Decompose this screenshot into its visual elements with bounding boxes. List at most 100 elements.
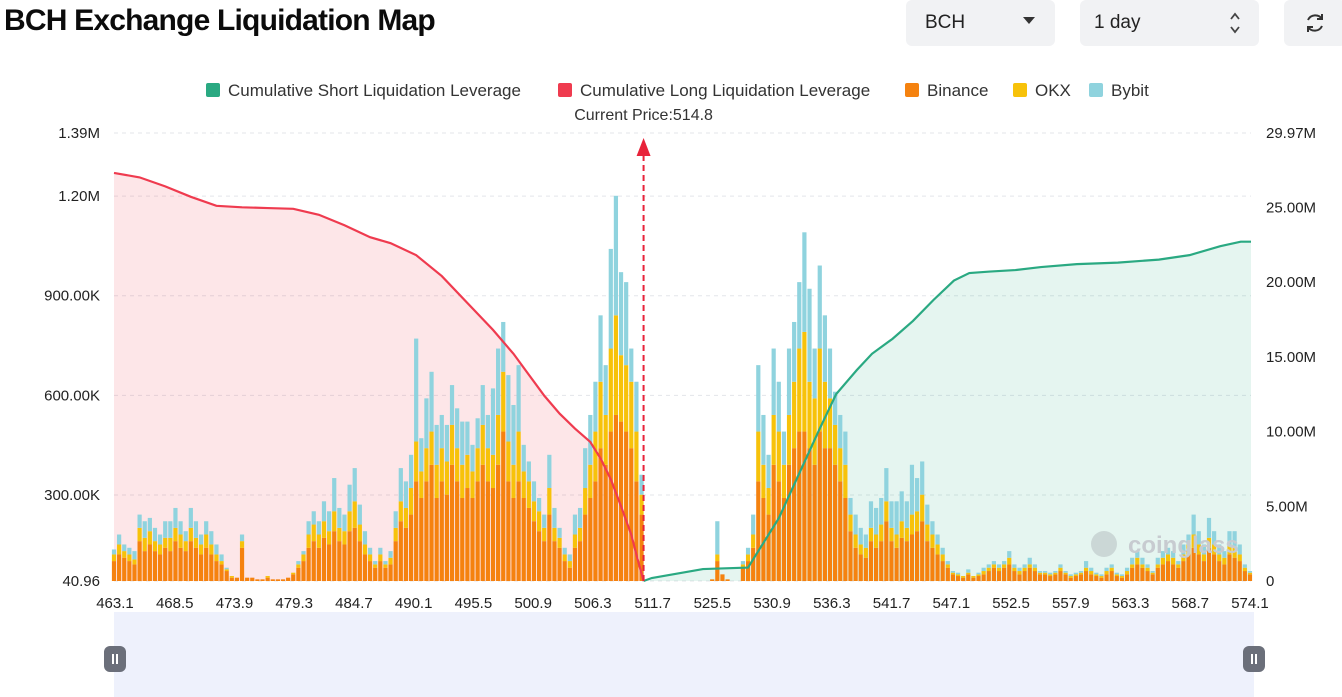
bar-binance: [745, 561, 751, 581]
bar-bybit: [157, 534, 163, 545]
bar-okx: [909, 514, 915, 535]
bar-binance: [1002, 567, 1007, 581]
bar-okx: [552, 527, 557, 542]
bar-bybit: [1053, 571, 1058, 573]
bar-okx: [209, 544, 214, 555]
bar-okx: [424, 448, 429, 482]
bar-bybit: [347, 484, 352, 512]
bar-binance: [449, 464, 455, 581]
bar-okx: [1083, 567, 1089, 572]
bar-okx: [1094, 574, 1099, 577]
bar-binance: [306, 547, 311, 581]
bar-binance: [634, 481, 639, 581]
bar-okx: [490, 454, 496, 489]
symbol-select[interactable]: BCH: [906, 0, 1055, 46]
bar-okx: [178, 534, 183, 548]
range-slider-right-handle[interactable]: [1243, 646, 1265, 672]
refresh-icon: [1307, 14, 1323, 32]
bar-okx: [516, 431, 521, 482]
bar-okx: [1012, 567, 1017, 572]
bar-okx: [311, 524, 316, 542]
bar-bybit: [316, 521, 321, 535]
bar-binance: [286, 577, 291, 581]
bar-okx: [1124, 571, 1130, 575]
bar-bybit: [414, 338, 419, 442]
bar-binance: [188, 541, 193, 581]
refresh-button[interactable]: [1284, 0, 1342, 46]
bar-okx: [899, 521, 904, 538]
bar-okx: [853, 534, 858, 548]
bar-bybit: [526, 461, 531, 482]
bar-okx: [996, 567, 1002, 572]
time-range-select[interactable]: 1 day: [1080, 0, 1259, 46]
bar-binance: [1247, 574, 1253, 581]
bar-bybit: [301, 551, 306, 555]
bar-bybit: [562, 547, 567, 555]
bar-okx: [945, 564, 950, 568]
bar-binance: [157, 554, 163, 581]
bar-bybit: [1186, 534, 1191, 545]
range-slider-left-handle[interactable]: [104, 646, 126, 672]
bar-bybit: [740, 561, 746, 565]
bar-binance: [496, 464, 501, 581]
legend-swatch: [1089, 83, 1103, 97]
bar-binance: [1027, 567, 1032, 581]
bar-bybit: [439, 414, 444, 449]
bar-bybit: [1012, 564, 1017, 568]
bar-bybit: [1032, 564, 1037, 568]
bar-binance: [792, 448, 797, 581]
bar-binance: [1196, 554, 1201, 581]
bar-bybit: [884, 468, 889, 502]
bar-okx: [526, 481, 531, 508]
x-tick-label: 547.1: [933, 595, 971, 612]
bar-bybit: [1017, 567, 1022, 572]
bar-binance: [419, 497, 424, 581]
bar-binance: [255, 579, 260, 581]
bar-okx: [219, 561, 224, 565]
range-slider-track[interactable]: [114, 612, 1254, 697]
bar-okx: [1196, 544, 1201, 555]
bar-bybit: [817, 265, 822, 349]
bar-binance: [868, 541, 874, 581]
bar-bybit: [1191, 514, 1196, 535]
bar-okx: [868, 527, 874, 542]
watermark-text: coinglass: [1128, 532, 1239, 559]
bar-okx: [511, 464, 516, 498]
bar-binance: [526, 507, 531, 581]
bar-okx: [1048, 574, 1053, 577]
bar-binance: [1094, 576, 1099, 581]
bar-okx: [193, 537, 199, 548]
bar-okx: [1186, 544, 1191, 555]
bar-okx: [1027, 564, 1032, 568]
bar-okx: [239, 541, 245, 548]
bar-bybit: [449, 385, 455, 425]
bar-bybit: [198, 534, 204, 545]
bar-okx: [398, 501, 403, 522]
y-right-tick-label: 29.97M: [1266, 125, 1316, 142]
bar-binance: [756, 481, 761, 581]
bar-binance: [761, 497, 766, 581]
y-left-tick-label: 40.96: [62, 573, 100, 590]
bar-okx: [1135, 557, 1140, 565]
bar-binance: [945, 567, 950, 581]
y-right-tick-label: 25.00M: [1266, 199, 1316, 216]
bar-binance: [771, 464, 776, 581]
current-price-arrow-icon: [636, 138, 651, 156]
legend-item-label: Bybit: [1111, 81, 1149, 100]
bar-bybit: [1083, 561, 1089, 568]
bar-binance: [1155, 567, 1160, 581]
bar-binance: [858, 554, 863, 581]
bar-binance: [193, 547, 199, 581]
bar-bybit: [629, 348, 634, 382]
bar-okx: [449, 424, 455, 465]
bar-binance: [848, 531, 853, 581]
bar-okx: [955, 574, 961, 577]
bar-binance: [1242, 571, 1247, 581]
bar-binance: [1022, 571, 1027, 581]
bar-binance: [588, 497, 593, 581]
liquidation-chart: 40.96 300.00K 600.00K 900.00K 1.20M 1.39M 0 5.0…: [44, 81, 1316, 612]
bar-okx: [588, 464, 593, 498]
bar-okx: [1099, 576, 1104, 578]
bar-binance: [797, 431, 802, 581]
bar-okx: [316, 534, 321, 548]
